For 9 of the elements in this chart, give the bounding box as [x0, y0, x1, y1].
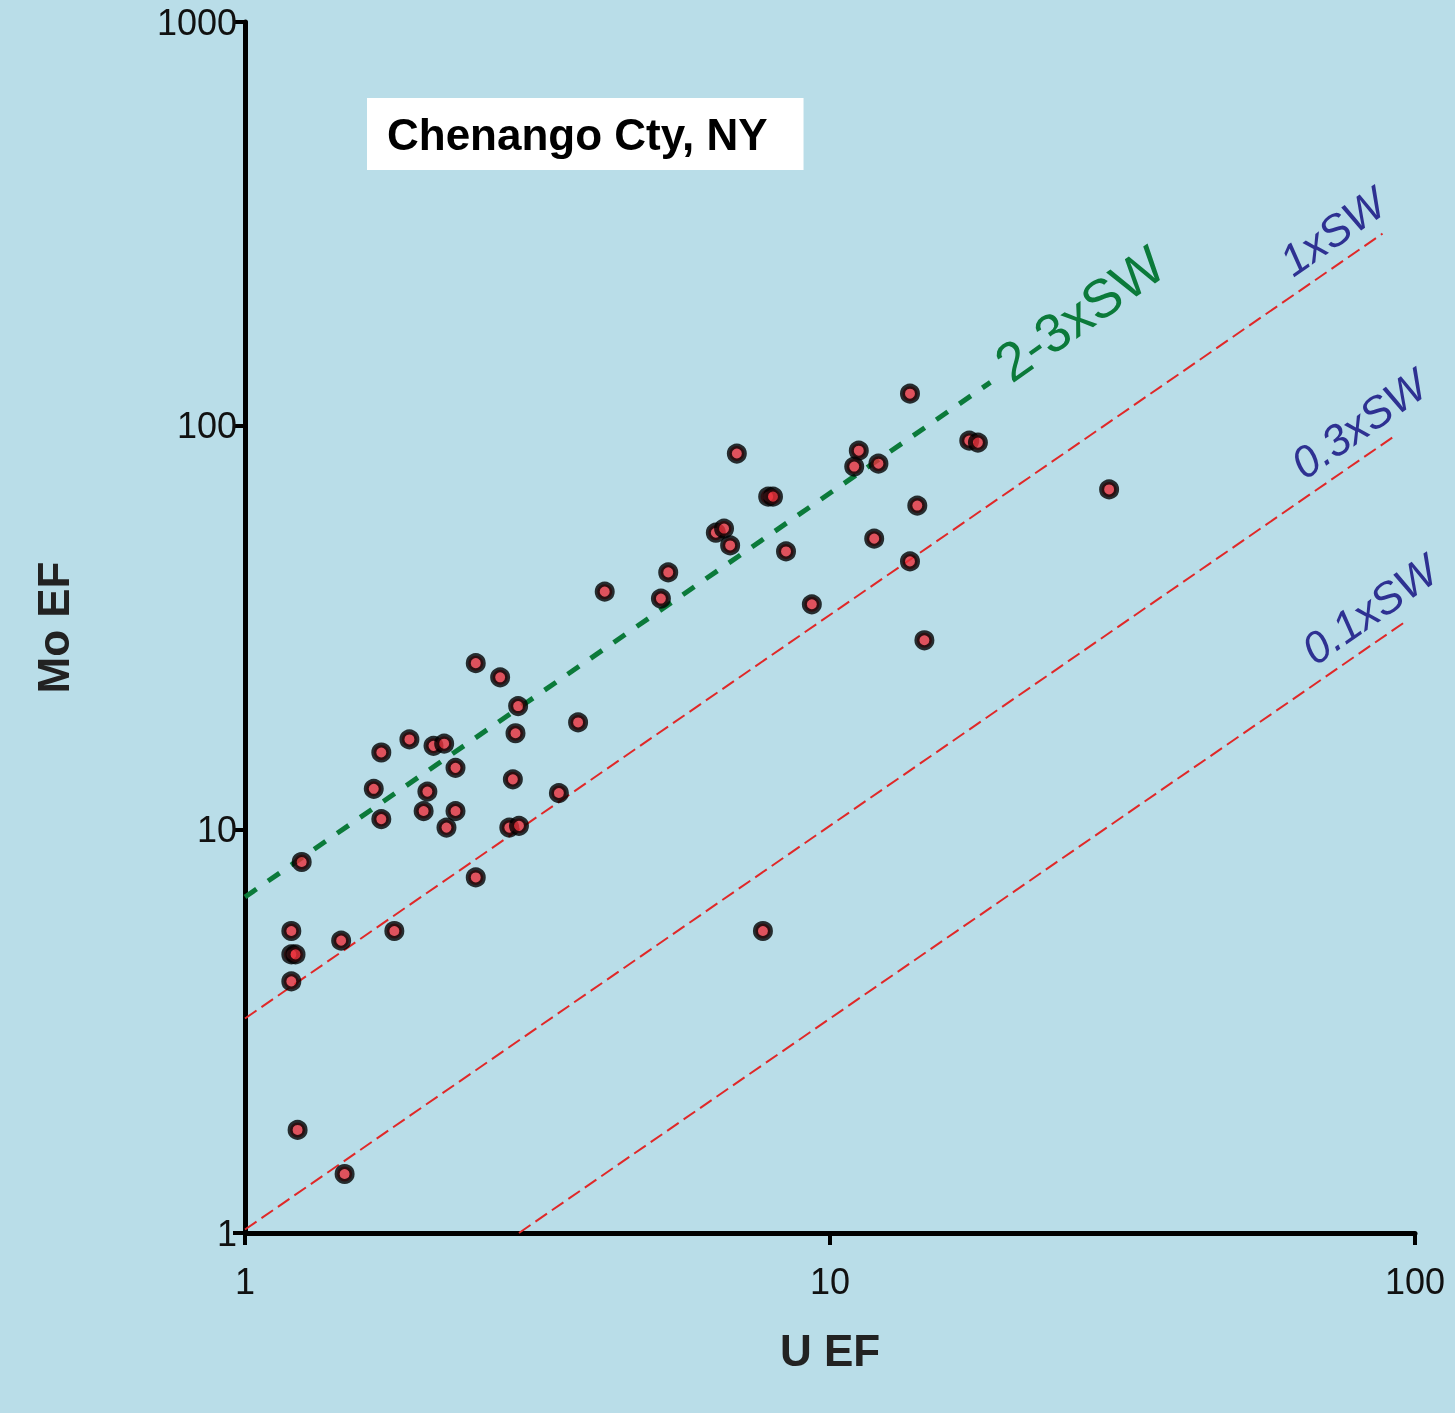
y-tick-label: 10 [196, 808, 237, 850]
y-tick-label: 100 [176, 405, 237, 447]
y-axis-title: Mo EF [28, 561, 78, 694]
x-tick-label: 100 [1384, 1260, 1446, 1302]
y-tick-label: 1 [216, 1212, 237, 1254]
x-tick-label: 10 [809, 1260, 851, 1302]
y-tick-label: 1000 [156, 1, 237, 43]
x-axis-title: U EF [779, 1325, 881, 1375]
text: Chenango Cty, NY [387, 109, 768, 159]
